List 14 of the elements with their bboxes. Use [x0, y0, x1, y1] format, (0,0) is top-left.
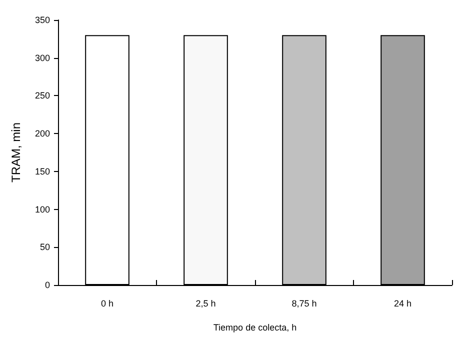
y-tick-label: 150 [34, 166, 50, 176]
y-tick-label: 300 [34, 52, 50, 63]
x-tick-label: 2,5 h [196, 298, 216, 308]
y-tick-label: 100 [34, 204, 50, 214]
x-tick-label: 8,75 h [292, 298, 317, 308]
x-tick-label: 24 h [394, 298, 412, 308]
y-tick-label: 350 [34, 15, 50, 25]
y-tick-label: 0 [44, 280, 50, 290]
y-tick-label: 200 [34, 128, 50, 139]
y-axis-title: TRAM, min [9, 122, 23, 182]
x-axis-title: Tiempo de colecta, h [213, 322, 297, 332]
y-tick-label: 50 [40, 242, 50, 252]
y-tick-label: 250 [34, 90, 50, 101]
x-tick-label: 0 h [100, 298, 114, 308]
